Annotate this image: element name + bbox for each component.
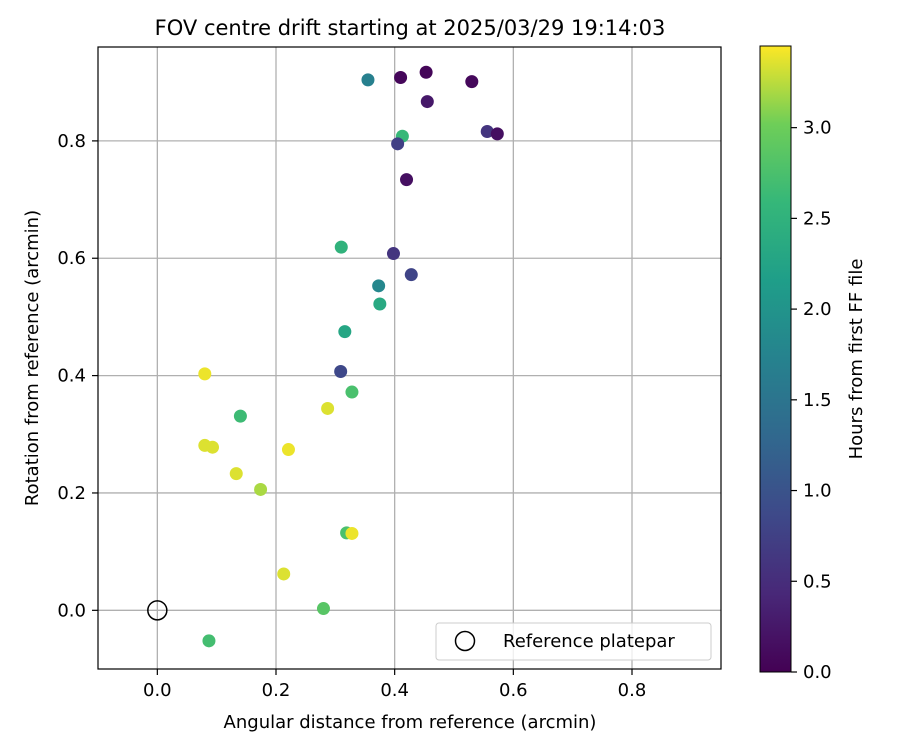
colorbar-ticks: 0.0 0.5 1.0 1.5 2.0 2.5 3.0 xyxy=(791,118,832,683)
y-tick-label: 0.6 xyxy=(57,248,86,269)
data-point xyxy=(480,124,494,138)
data-point xyxy=(233,409,247,423)
y-axis-label: Rotation from reference (arcmin) xyxy=(22,210,43,506)
y-tick-label: 0.8 xyxy=(57,131,86,152)
data-point xyxy=(400,173,414,187)
data-points xyxy=(198,65,504,648)
data-point xyxy=(386,247,400,261)
grid-lines xyxy=(98,47,721,669)
colorbar-tick-label: 3.0 xyxy=(803,118,832,139)
data-point xyxy=(254,482,268,496)
y-tick-label: 0.0 xyxy=(57,600,86,621)
data-point xyxy=(419,65,433,79)
data-point xyxy=(490,127,504,141)
legend: Reference platepar xyxy=(435,622,712,661)
data-point xyxy=(373,297,387,311)
plot-frame xyxy=(97,46,722,670)
x-tick-label: 0.6 xyxy=(499,680,528,701)
data-point xyxy=(361,73,375,87)
data-point xyxy=(420,95,434,109)
data-point xyxy=(206,440,220,454)
data-point xyxy=(345,385,359,399)
colorbar-tick-label: 0.5 xyxy=(803,571,832,592)
x-tick-label: 0.8 xyxy=(618,680,647,701)
data-point xyxy=(338,325,352,339)
data-point xyxy=(345,526,359,540)
x-tick-label: 0.0 xyxy=(143,680,172,701)
y-tick-label: 0.2 xyxy=(57,483,86,504)
colorbar-tick-label: 0.0 xyxy=(803,662,832,683)
x-axis-label: Angular distance from reference (arcmin) xyxy=(224,712,597,733)
x-tick-label: 0.4 xyxy=(380,680,409,701)
x-tick-label: 0.2 xyxy=(262,680,291,701)
legend-box xyxy=(435,622,712,661)
colorbar-gradient xyxy=(759,45,792,673)
colorbar-tick-label: 2.5 xyxy=(803,208,832,229)
colorbar-tick-label: 2.0 xyxy=(803,299,832,320)
data-point xyxy=(321,401,335,415)
y-tick-label: 0.4 xyxy=(57,366,86,387)
legend-label: Reference platepar xyxy=(503,631,675,652)
data-point xyxy=(404,268,418,282)
data-point xyxy=(465,75,479,89)
legend-marker xyxy=(454,630,476,652)
data-point xyxy=(394,71,408,85)
data-point xyxy=(372,279,386,293)
data-point xyxy=(391,137,405,151)
colorbar: 0.0 0.5 1.0 1.5 2.0 2.5 3.0 Hours from first F… xyxy=(759,45,867,683)
colorbar-label: Hours from first FF file xyxy=(846,259,867,460)
data-point xyxy=(281,443,295,457)
data-point xyxy=(229,467,243,481)
data-point xyxy=(198,367,212,381)
colorbar-tick-label: 1.0 xyxy=(803,481,832,502)
data-point xyxy=(202,634,216,648)
chart-title: FOV centre drift starting at 2025/03/29 … xyxy=(155,16,666,40)
reference-marker xyxy=(147,600,168,621)
colorbar-tick-label: 1.5 xyxy=(803,390,832,411)
data-point xyxy=(277,567,291,581)
data-point xyxy=(334,364,348,378)
data-point xyxy=(334,240,348,254)
data-point xyxy=(316,602,330,616)
x-axis-ticks: 0.0 0.2 0.4 0.6 0.8 xyxy=(143,669,646,701)
y-axis-ticks: 0.0 0.2 0.4 0.6 0.8 xyxy=(57,131,98,621)
